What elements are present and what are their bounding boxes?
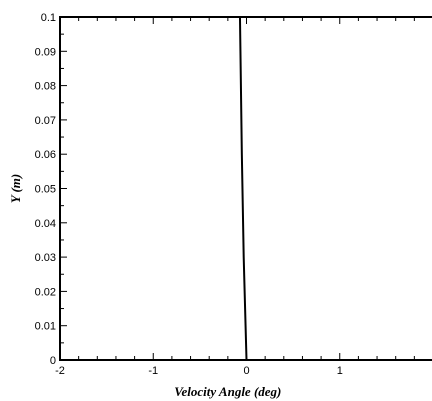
x-tick-label: 1 — [337, 365, 343, 377]
y-tick-label: 0.03 — [35, 252, 56, 264]
y-axis-ticks — [60, 16, 67, 361]
series-line — [238, 16, 248, 361]
x-tick-label: 0 — [243, 365, 249, 377]
y-tick-label: 0 — [50, 355, 56, 367]
x-axis-title: Velocity Angle (deg) — [174, 384, 281, 399]
y-axis-title: Y (m) — [8, 174, 23, 203]
y-tick-label: 0.05 — [35, 184, 56, 196]
y-tick-label: 0.04 — [35, 218, 56, 230]
y-tick-label: 0.01 — [35, 321, 56, 333]
y-tick-label: 0.06 — [35, 149, 56, 161]
y-tick-label: 0.07 — [35, 115, 56, 127]
x-tick-label: -2 — [55, 365, 65, 377]
x-tick-label: -1 — [148, 365, 158, 377]
y-tick-label: 0.1 — [41, 12, 56, 24]
y-tick-label: 0.02 — [35, 286, 56, 298]
x-axis-tick-labels: -2 -1 0 1 — [55, 365, 343, 377]
series-layer — [238, 16, 248, 361]
x-axis-ticks — [59, 17, 415, 360]
y-tick-label: 0.08 — [35, 81, 56, 93]
y-axis-tick-labels: 0 0.01 0.02 0.03 0.04 0.05 0.06 0.07 0.08 0.09 0.1 — [35, 12, 56, 367]
y-tick-label: 0.09 — [35, 46, 56, 58]
